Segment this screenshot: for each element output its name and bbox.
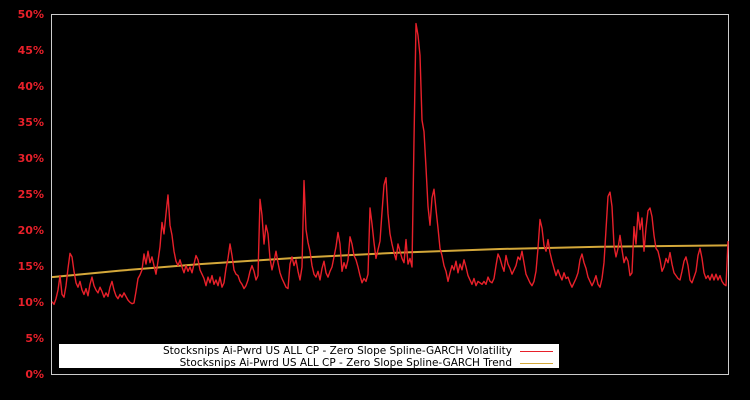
plot-frame (51, 14, 729, 375)
y-tick-label: 10% (17, 296, 44, 309)
legend-swatch-red-line-icon (520, 350, 553, 352)
y-tick-label: 30% (17, 152, 44, 165)
volatility-line (51, 22, 729, 306)
y-tick-label: 40% (17, 80, 44, 93)
y-tick-label: 20% (17, 224, 44, 237)
chart-legend: Stocksnips Ai-Pwrd US ALL CP - Zero Slop… (59, 344, 559, 369)
y-tick-label: 5% (25, 332, 44, 345)
y-tick-label: 25% (17, 188, 44, 201)
y-tick-label: 45% (17, 44, 44, 57)
y-tick-label: 0% (25, 368, 44, 381)
y-tick-label: 50% (17, 8, 44, 21)
legend-label: Stocksnips Ai-Pwrd US ALL CP - Zero Slop… (179, 357, 512, 369)
legend-label: Stocksnips Ai-Pwrd US ALL CP - Zero Slop… (163, 345, 512, 357)
legend-item-volatility: Stocksnips Ai-Pwrd US ALL CP - Zero Slop… (163, 345, 553, 357)
y-tick-label: 15% (17, 260, 44, 273)
y-tick-label: 35% (17, 116, 44, 129)
legend-swatch-gold-line-icon (520, 362, 553, 364)
trend-line (51, 244, 729, 279)
legend-item-trend: Stocksnips Ai-Pwrd US ALL CP - Zero Slop… (180, 357, 553, 369)
